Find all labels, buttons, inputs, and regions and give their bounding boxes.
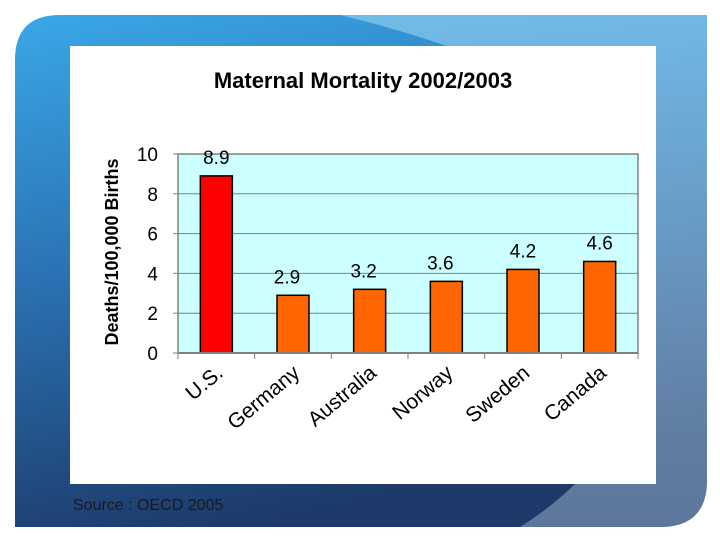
bar: [582, 260, 617, 354]
y-tick-label: 6: [147, 225, 158, 246]
y-tick-label: 8: [147, 185, 158, 206]
data-label: 3.2: [350, 261, 376, 282]
data-label: 3.6: [427, 253, 453, 274]
y-tick-label: 2: [147, 304, 158, 325]
data-label: 4.6: [586, 233, 612, 254]
bar: [352, 288, 387, 354]
bar: [429, 280, 464, 354]
bar: [276, 294, 310, 354]
bar: [506, 268, 540, 354]
y-tick-label: 4: [147, 264, 158, 285]
data-label: 8.9: [203, 148, 229, 169]
y-axis-label: Deaths/100,000 Births: [102, 158, 122, 345]
data-label: 4.2: [510, 241, 536, 262]
plot-area: [177, 153, 639, 354]
chart-title: Maternal Mortality 2002/2003: [214, 68, 512, 93]
source-note: Source : OECD 2005: [73, 497, 224, 514]
data-label: 2.9: [274, 267, 300, 288]
y-tick-label: 10: [137, 145, 158, 166]
bar: [199, 175, 234, 354]
y-tick-label: 0: [147, 344, 158, 365]
